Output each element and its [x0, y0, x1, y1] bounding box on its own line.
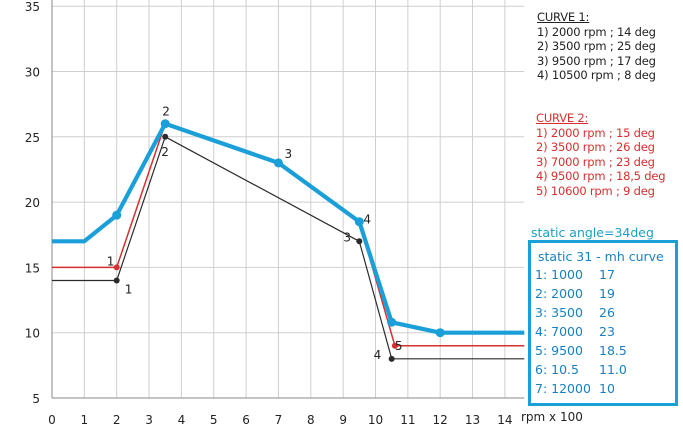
data-point	[356, 238, 363, 245]
mh-deg: 23	[599, 324, 615, 339]
mh-curve-table-title: static 31 - mh curve	[538, 249, 664, 264]
curve-2-legend-item: 2) 3500 rpm ; 26 deg	[536, 140, 655, 155]
mh-rpm: 3: 3500	[535, 305, 583, 320]
y-tick-label: 30	[25, 66, 40, 80]
mh-curve-table-row: 6: 10.5 11.0	[535, 362, 627, 377]
curve-1-legend-title: CURVE 1:	[537, 10, 590, 24]
mh-rpm: 5: 9500	[535, 343, 583, 358]
x-tick-label: 11	[400, 413, 415, 427]
curve-1-legend-item: 4) 10500 rpm ; 8 deg	[537, 68, 656, 83]
x-axis-label: rpm x 100	[521, 410, 583, 424]
data-point	[391, 342, 398, 349]
mh-data-point	[354, 217, 364, 227]
curve-2-point-label: 4	[363, 213, 371, 227]
curve-1-legend-item: 1) 2000 rpm ; 14 deg	[537, 24, 656, 39]
curve-1-point-label: 4	[374, 348, 382, 362]
mh-data-point	[160, 119, 170, 129]
curve-1-point-label: 1	[125, 282, 133, 296]
mh-deg: 26	[599, 305, 615, 320]
curve-1-line	[52, 136, 525, 360]
curve-2-point-label: 5	[395, 339, 403, 353]
mh-rpm: 4: 7000	[535, 324, 583, 339]
data-point	[113, 277, 120, 284]
curve-2-legend-item: 5) 10600 rpm ; 9 deg	[536, 183, 655, 198]
x-tick-label: 9	[339, 413, 347, 427]
mh-curve-table-row: 5: 9500 18.5	[535, 343, 627, 358]
curve-1-point-label: 3	[343, 230, 351, 244]
x-tick-label: 7	[275, 413, 283, 427]
mh-curve-table-row: 4: 7000 23	[535, 324, 615, 339]
x-tick-label: 6	[242, 413, 250, 427]
chart-grid	[51, 0, 525, 399]
curve-1-legend-item: 3) 9500 rpm ; 17 deg	[537, 53, 656, 68]
chart-series	[52, 119, 525, 362]
x-tick-label: 4	[178, 413, 186, 427]
data-point	[113, 264, 120, 271]
mh-curve-table: static 31 - mh curve 1: 1000 17 2: 2000 19…	[528, 240, 678, 406]
x-tick-label: 10	[368, 413, 383, 427]
curve-2-point-label: 3	[284, 147, 292, 161]
curve-2-point-label: 1	[107, 254, 115, 268]
mh-data-point	[387, 317, 397, 327]
mh-deg: 19	[599, 286, 615, 301]
mh-rpm: 2: 2000	[535, 286, 583, 301]
mh-data-point	[435, 328, 445, 338]
curve-2-legend-item: 4) 9500 rpm ; 18,5 deg	[536, 169, 666, 184]
y-tick-label: 5	[32, 392, 40, 406]
mh-deg: 11.0	[599, 362, 627, 377]
mh-rpm: 1: 1000	[535, 267, 583, 282]
mh-rpm: 6: 10.5	[535, 362, 579, 377]
mh-deg: 17	[599, 267, 615, 282]
x-tick-label: 5	[210, 413, 218, 427]
mh-rpm: 7: 12000	[535, 381, 591, 396]
curve-2-legend-item: 3) 7000 rpm ; 23 deg	[536, 154, 655, 169]
x-tick-label: 14	[497, 413, 512, 427]
data-point	[162, 133, 169, 140]
curve-2-legend-item: 1) 2000 rpm ; 15 deg	[536, 125, 655, 140]
y-tick-label: 25	[25, 131, 40, 145]
mh-deg: 10	[599, 381, 615, 396]
y-tick-label: 10	[25, 327, 40, 341]
mh-curve-table-row: 7: 12000 10	[535, 381, 615, 396]
x-tick-label: 1	[81, 413, 89, 427]
x-tick-label: 12	[433, 413, 448, 427]
data-point	[388, 355, 395, 362]
x-tick-label: 2	[113, 413, 121, 427]
mh-curve-table-row: 2: 2000 19	[535, 286, 615, 301]
y-tick-label: 20	[25, 196, 40, 210]
x-tick-label: 13	[465, 413, 480, 427]
mh-deg: 18.5	[599, 343, 627, 358]
x-tick-label: 3	[145, 413, 153, 427]
y-tick-label: 15	[25, 261, 40, 275]
y-tick-label: 35	[25, 0, 40, 14]
curve-2-point-label: 2	[162, 105, 170, 119]
curve-2-legend-title: CURVE 2:	[536, 111, 589, 125]
curve-1-legend: CURVE 1: 1) 2000 rpm ; 14 deg 2) 3500 rp…	[537, 10, 656, 83]
mh-data-point	[112, 210, 122, 220]
mh-data-point	[273, 158, 283, 168]
curve-1-legend-item: 2) 3500 rpm ; 25 deg	[537, 39, 656, 54]
curve-2-legend: CURVE 2: 1) 2000 rpm ; 15 deg 2) 3500 rp…	[536, 111, 666, 199]
static-angle-label: static angle=34deg	[531, 225, 654, 240]
mh-curve-table-row: 3: 3500 26	[535, 305, 615, 320]
mh-curve-table-row: 1: 1000 17	[535, 267, 615, 282]
x-tick-label: 8	[307, 413, 315, 427]
curve-1-point-label: 2	[161, 145, 169, 159]
x-tick-label: 0	[48, 413, 56, 427]
